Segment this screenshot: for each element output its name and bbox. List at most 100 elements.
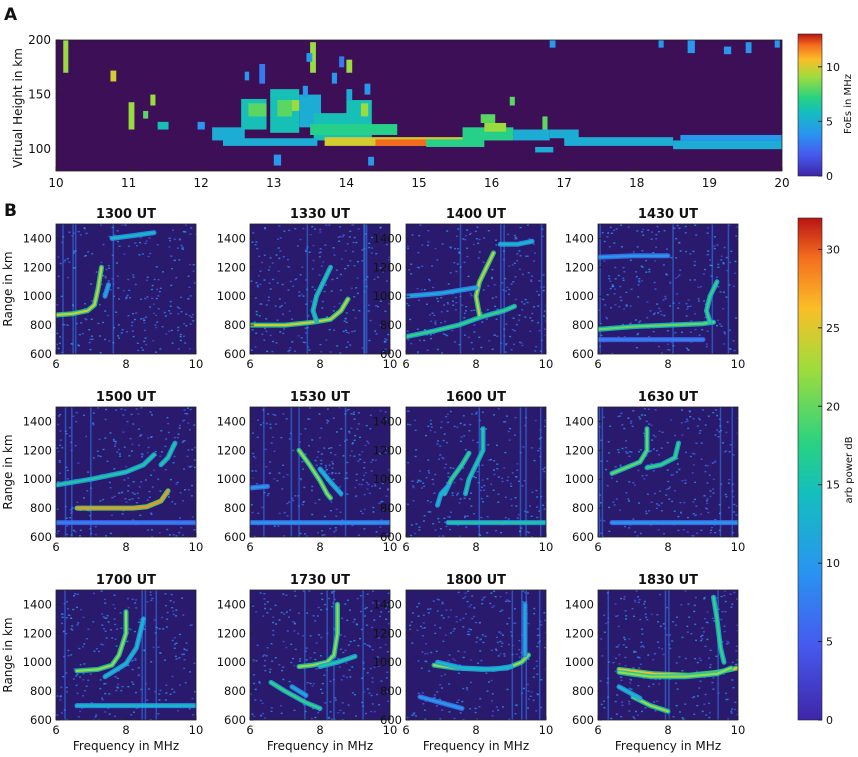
noise-pixel — [417, 692, 420, 695]
noise-pixel — [533, 612, 536, 615]
noise-pixel — [117, 335, 120, 337]
noise-pixel — [682, 528, 685, 531]
noise-pixel — [432, 600, 435, 602]
noise-pixel — [172, 462, 175, 464]
noise-pixel — [120, 492, 123, 494]
noise-pixel — [732, 495, 735, 498]
noise-pixel — [724, 610, 727, 613]
noise-pixel — [103, 627, 106, 630]
noise-pixel — [620, 716, 623, 718]
noise-pixel — [127, 664, 130, 667]
noise-pixel — [452, 467, 455, 470]
noise-pixel — [71, 629, 74, 631]
noise-pixel — [479, 534, 482, 537]
noise-pixel — [412, 486, 415, 489]
noise-pixel — [711, 617, 714, 620]
noise-pixel — [159, 348, 162, 350]
noise-pixel — [535, 710, 538, 712]
noise-pixel — [293, 622, 296, 624]
noise-pixel — [152, 303, 155, 305]
noise-pixel — [98, 303, 101, 306]
noise-pixel — [610, 307, 613, 309]
noise-pixel — [128, 245, 131, 247]
noise-pixel — [295, 278, 298, 280]
noise-pixel — [614, 304, 617, 306]
noise-pixel — [132, 683, 135, 685]
noise-pixel — [346, 493, 349, 495]
noise-pixel — [410, 342, 413, 345]
interference-stripe — [503, 224, 505, 354]
subplot-traces — [609, 426, 738, 526]
noise-pixel — [716, 414, 719, 417]
noise-pixel — [735, 650, 738, 652]
noise-pixel — [84, 254, 87, 257]
noise-pixel — [462, 656, 465, 659]
noise-pixel — [83, 414, 86, 417]
noise-pixel — [113, 594, 116, 596]
noise-pixel — [329, 452, 332, 454]
noise-pixel — [269, 461, 272, 463]
noise-pixel — [110, 514, 113, 516]
noise-pixel — [66, 525, 69, 527]
noise-pixel — [440, 296, 443, 299]
noise-pixel — [115, 645, 118, 647]
noise-pixel — [293, 709, 296, 712]
noise-pixel — [176, 710, 179, 712]
noise-pixel — [463, 651, 466, 653]
noise-pixel — [652, 330, 655, 333]
noise-pixel — [527, 690, 530, 692]
noise-pixel — [77, 230, 80, 233]
noise-pixel — [264, 227, 267, 229]
noise-pixel — [632, 716, 635, 718]
noise-pixel — [108, 713, 111, 715]
noise-pixel — [72, 678, 75, 680]
heatmap-cell — [364, 83, 371, 95]
noise-pixel — [191, 448, 194, 451]
noise-pixel — [118, 337, 121, 339]
interference-stripe — [64, 590, 66, 720]
noise-pixel — [91, 300, 94, 302]
noise-pixel — [107, 280, 110, 282]
noise-pixel — [113, 607, 116, 610]
noise-pixel — [434, 632, 437, 635]
echo-trace — [645, 442, 680, 469]
noise-pixel — [155, 297, 158, 300]
noise-pixel — [648, 423, 651, 425]
noise-pixel — [732, 340, 735, 342]
noise-pixel — [536, 628, 539, 630]
noise-pixel — [329, 510, 332, 512]
noise-pixel — [310, 300, 313, 303]
noise-pixel — [59, 695, 62, 697]
noise-pixel — [348, 236, 351, 238]
noise-pixel — [150, 529, 153, 531]
noise-pixel — [260, 715, 263, 717]
noise-pixel — [87, 679, 90, 681]
noise-pixel — [151, 486, 154, 488]
noise-pixel — [681, 434, 684, 436]
noise-pixel — [599, 502, 602, 504]
noise-pixel — [171, 501, 174, 503]
noise-pixel — [331, 461, 334, 463]
noise-pixel — [640, 641, 643, 643]
noise-pixel — [518, 319, 521, 321]
noise-pixel — [75, 684, 78, 687]
noise-pixel — [620, 224, 623, 226]
noise-pixel — [155, 288, 158, 291]
noise-pixel — [636, 714, 639, 716]
noise-pixel — [375, 333, 378, 335]
noise-pixel — [287, 350, 290, 353]
noise-pixel — [703, 617, 706, 620]
noise-pixel — [532, 243, 535, 245]
noise-pixel — [347, 332, 350, 334]
noise-pixel — [366, 593, 369, 595]
noise-pixel — [429, 314, 432, 316]
noise-pixel — [458, 251, 461, 253]
noise-pixel — [652, 683, 655, 685]
noise-pixel — [508, 439, 511, 441]
noise-pixel — [519, 255, 522, 257]
noise-pixel — [729, 443, 732, 446]
noise-pixel — [622, 644, 625, 646]
noise-pixel — [356, 597, 359, 600]
y-tick-label: 600 — [30, 530, 52, 544]
noise-pixel — [141, 253, 144, 255]
